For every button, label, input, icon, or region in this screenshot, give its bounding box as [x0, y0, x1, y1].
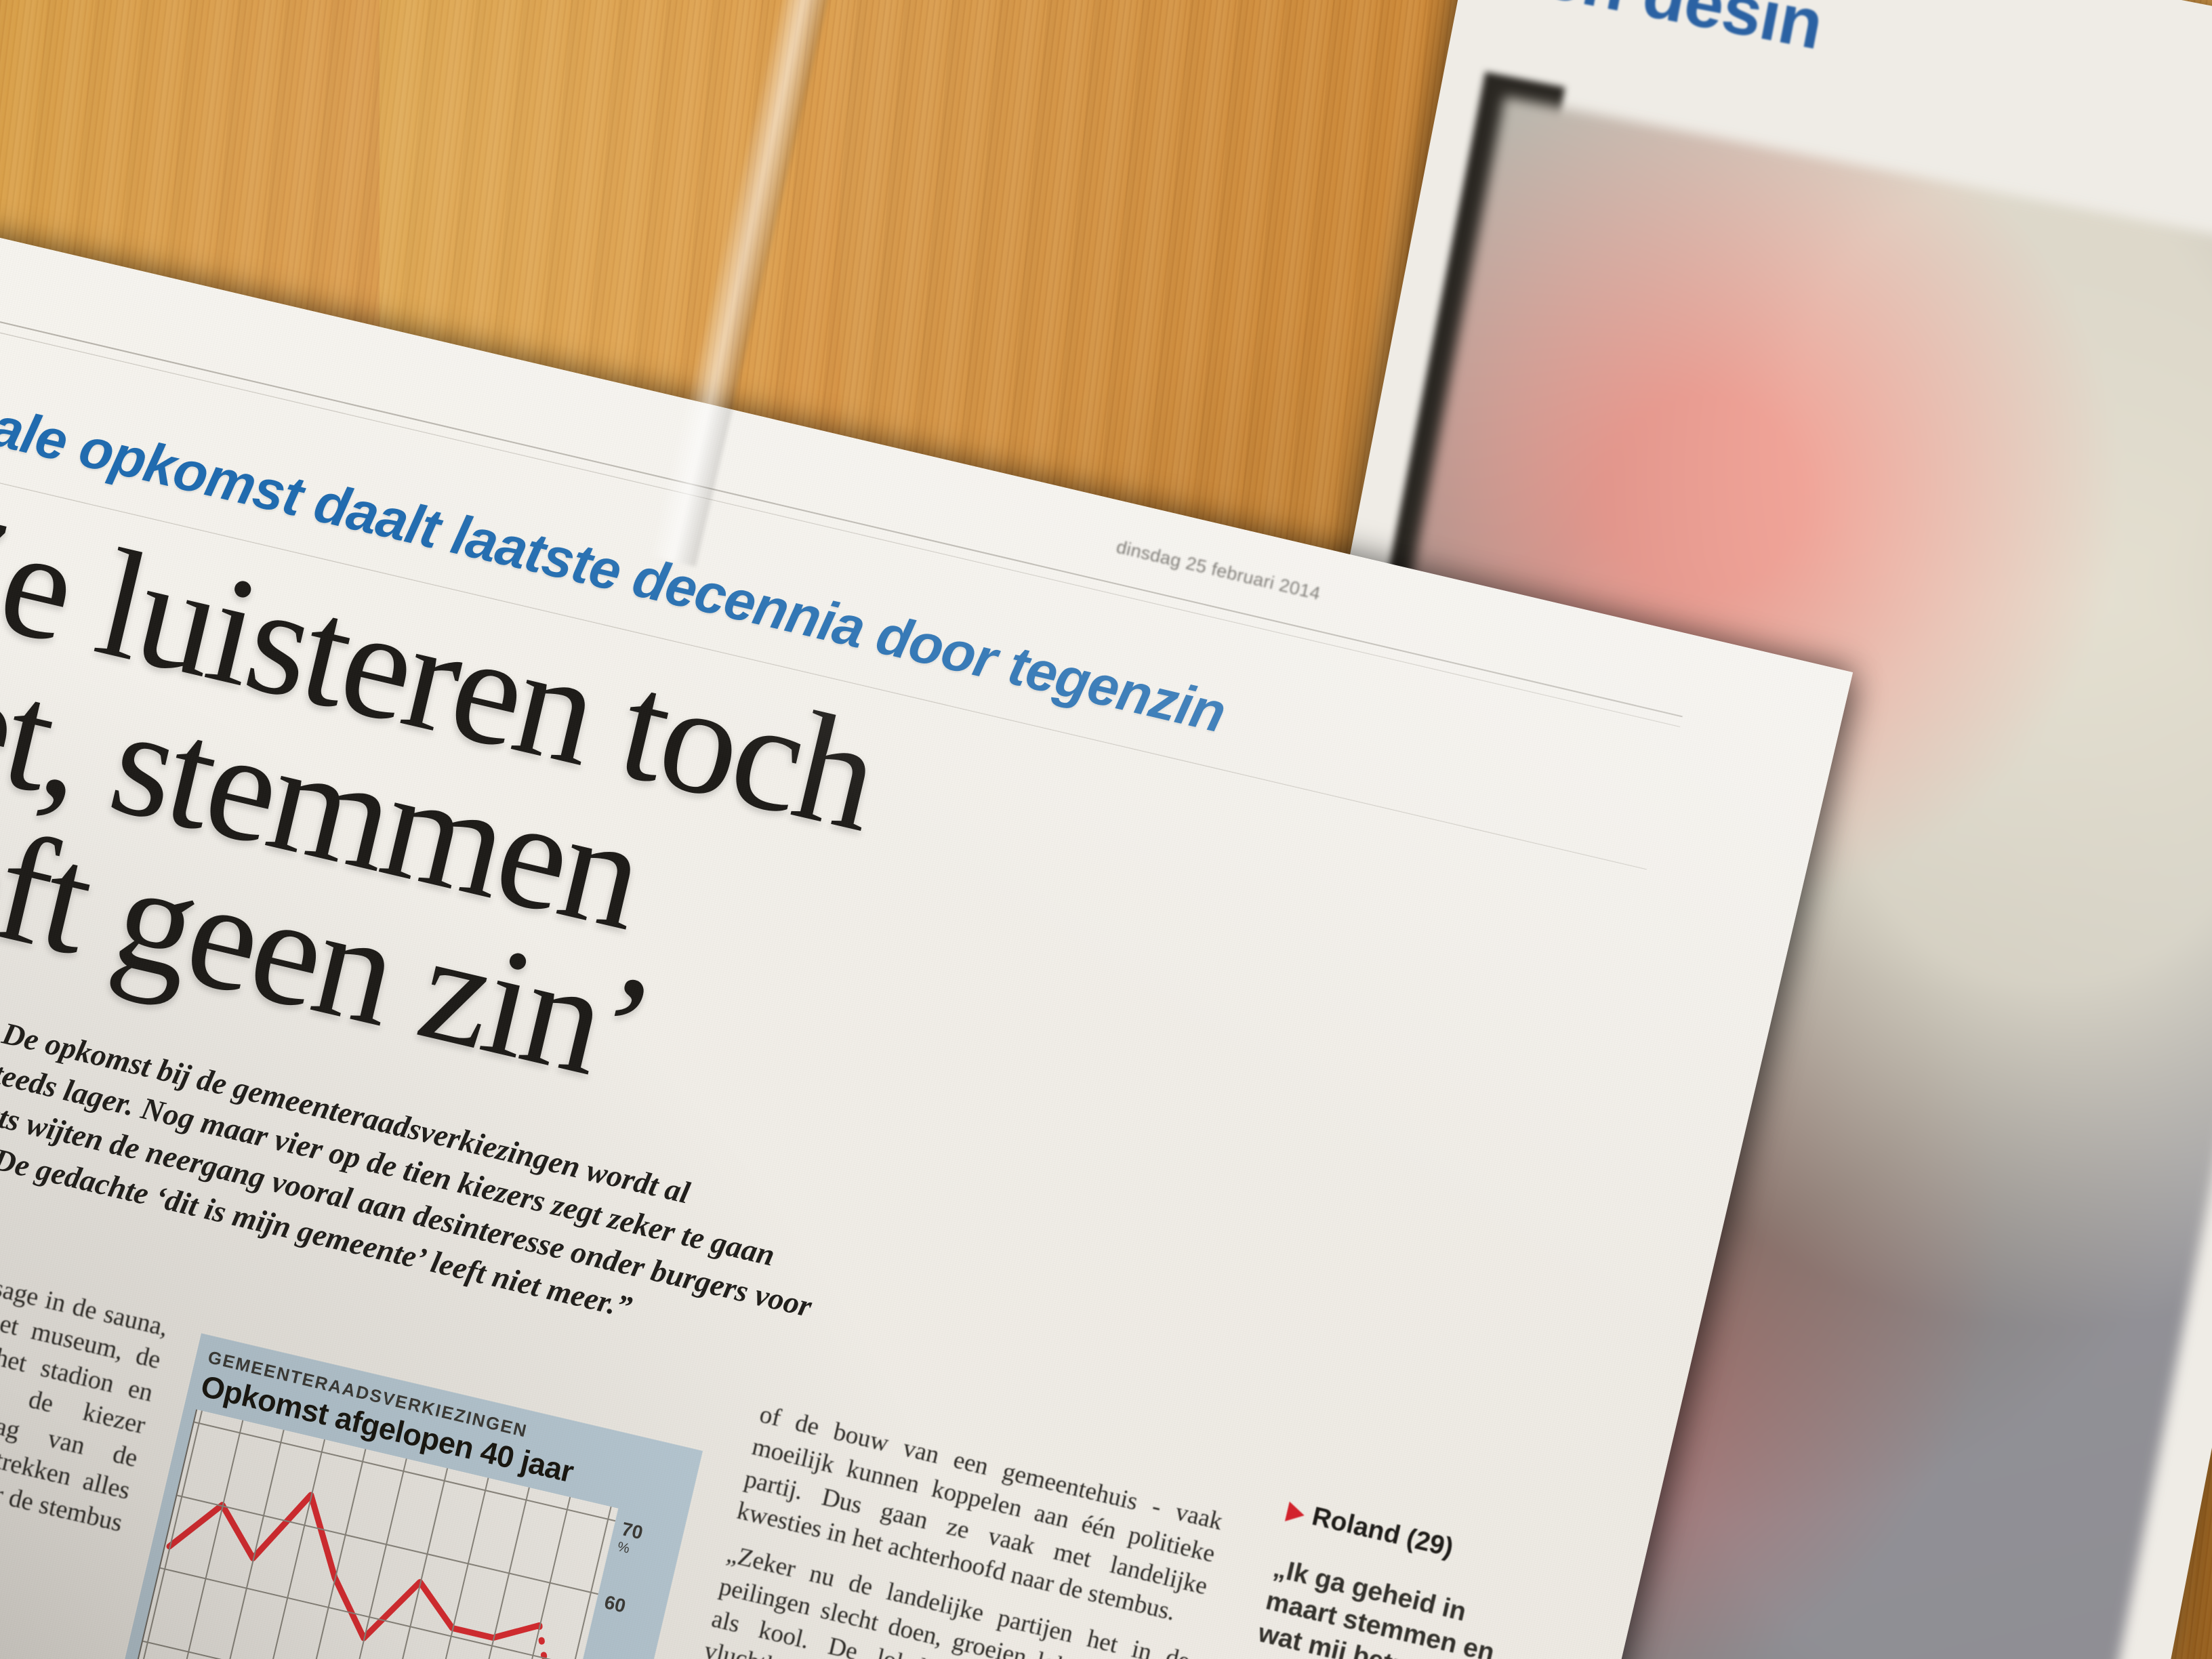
- right-page-headline: en desin: [1538, 0, 1829, 66]
- issue-date: dinsdag 25 februari 2014: [1114, 536, 1323, 605]
- chart-plot-wrap: 7060504030 % Verwachting 2014: [123, 1409, 674, 1659]
- triangle-bullet-icon: [1284, 1501, 1307, 1525]
- body-column-1: Een gratis massage in de sauna, stemmen …: [0, 1216, 171, 1584]
- main-page: dinsdag 25 februari 2014 14 gen Lokale o…: [0, 169, 1853, 1659]
- chart-y-tick-label: 60: [602, 1591, 628, 1617]
- chart-series-forecast: [536, 1622, 560, 1659]
- chart-unit-label: %: [615, 1539, 632, 1557]
- chart-plot-area: [123, 1409, 619, 1659]
- chart-panel: GEMEENTERAADSVERKIEZINGEN Opkomst afgelo…: [102, 1333, 703, 1659]
- reader-quote: Roland (29) „Ik ga geheid in maart stemm…: [1188, 1468, 1561, 1659]
- body-column-2: of de bouw van een gemeentehuis - vaak m…: [658, 1398, 1226, 1659]
- body-col1-text: en gratis massage in de sauna, stemmen i…: [0, 1242, 171, 1538]
- chart-line-svg: [166, 1492, 560, 1659]
- body-col1-paragraph: Een gratis massage in de sauna, stemmen …: [0, 1216, 171, 1573]
- chart-series-actual: [166, 1492, 543, 1641]
- quote-name: Roland (29): [1309, 1501, 1456, 1563]
